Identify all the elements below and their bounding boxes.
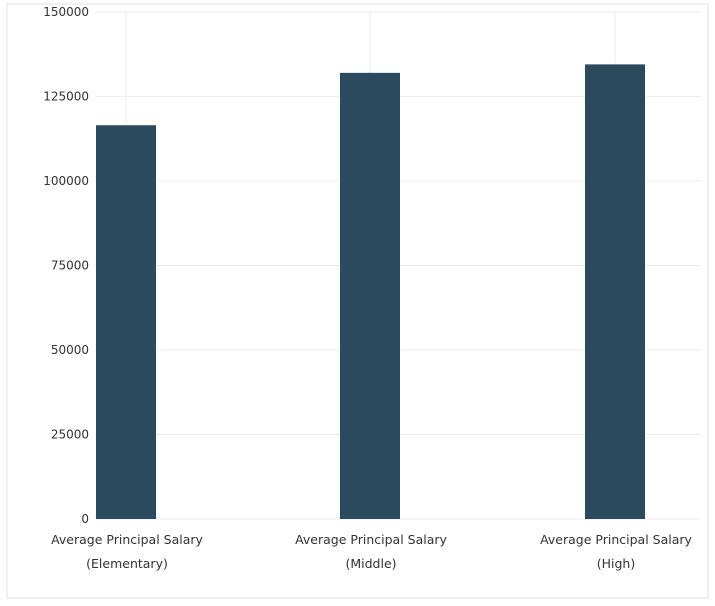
x-category-label-line: Average Principal Salary (540, 532, 692, 547)
y-tick-label: 100000 (43, 174, 89, 188)
x-category-label-line: (High) (597, 556, 635, 571)
y-axis-ticks: 0 25000 50000 75000 100000 125000 150000 (43, 5, 89, 526)
bar[interactable] (340, 72, 400, 519)
x-category-label-line: (Middle) (345, 556, 396, 571)
bar[interactable] (585, 64, 645, 519)
x-category-label-line: Average Principal Salary (295, 532, 447, 547)
x-category-label-line: (Elementary) (86, 556, 168, 571)
x-category-label: Average Principal Salary (High) (540, 532, 692, 571)
x-category-label: Average Principal Salary (Middle) (295, 532, 447, 571)
y-tick-label: 0 (81, 512, 89, 526)
y-tick-label: 25000 (51, 428, 89, 442)
bar[interactable] (96, 125, 156, 519)
y-tick-label: 150000 (43, 5, 89, 19)
x-category-label: Average Principal Salary (Elementary) (51, 532, 203, 571)
x-axis-labels: Average Principal Salary (Elementary)Aver… (51, 532, 692, 571)
y-tick-label: 50000 (51, 343, 89, 357)
y-tick-label: 125000 (43, 90, 89, 104)
y-tick-label: 75000 (51, 259, 89, 273)
x-category-label-line: Average Principal Salary (51, 532, 203, 547)
bars (96, 64, 645, 519)
